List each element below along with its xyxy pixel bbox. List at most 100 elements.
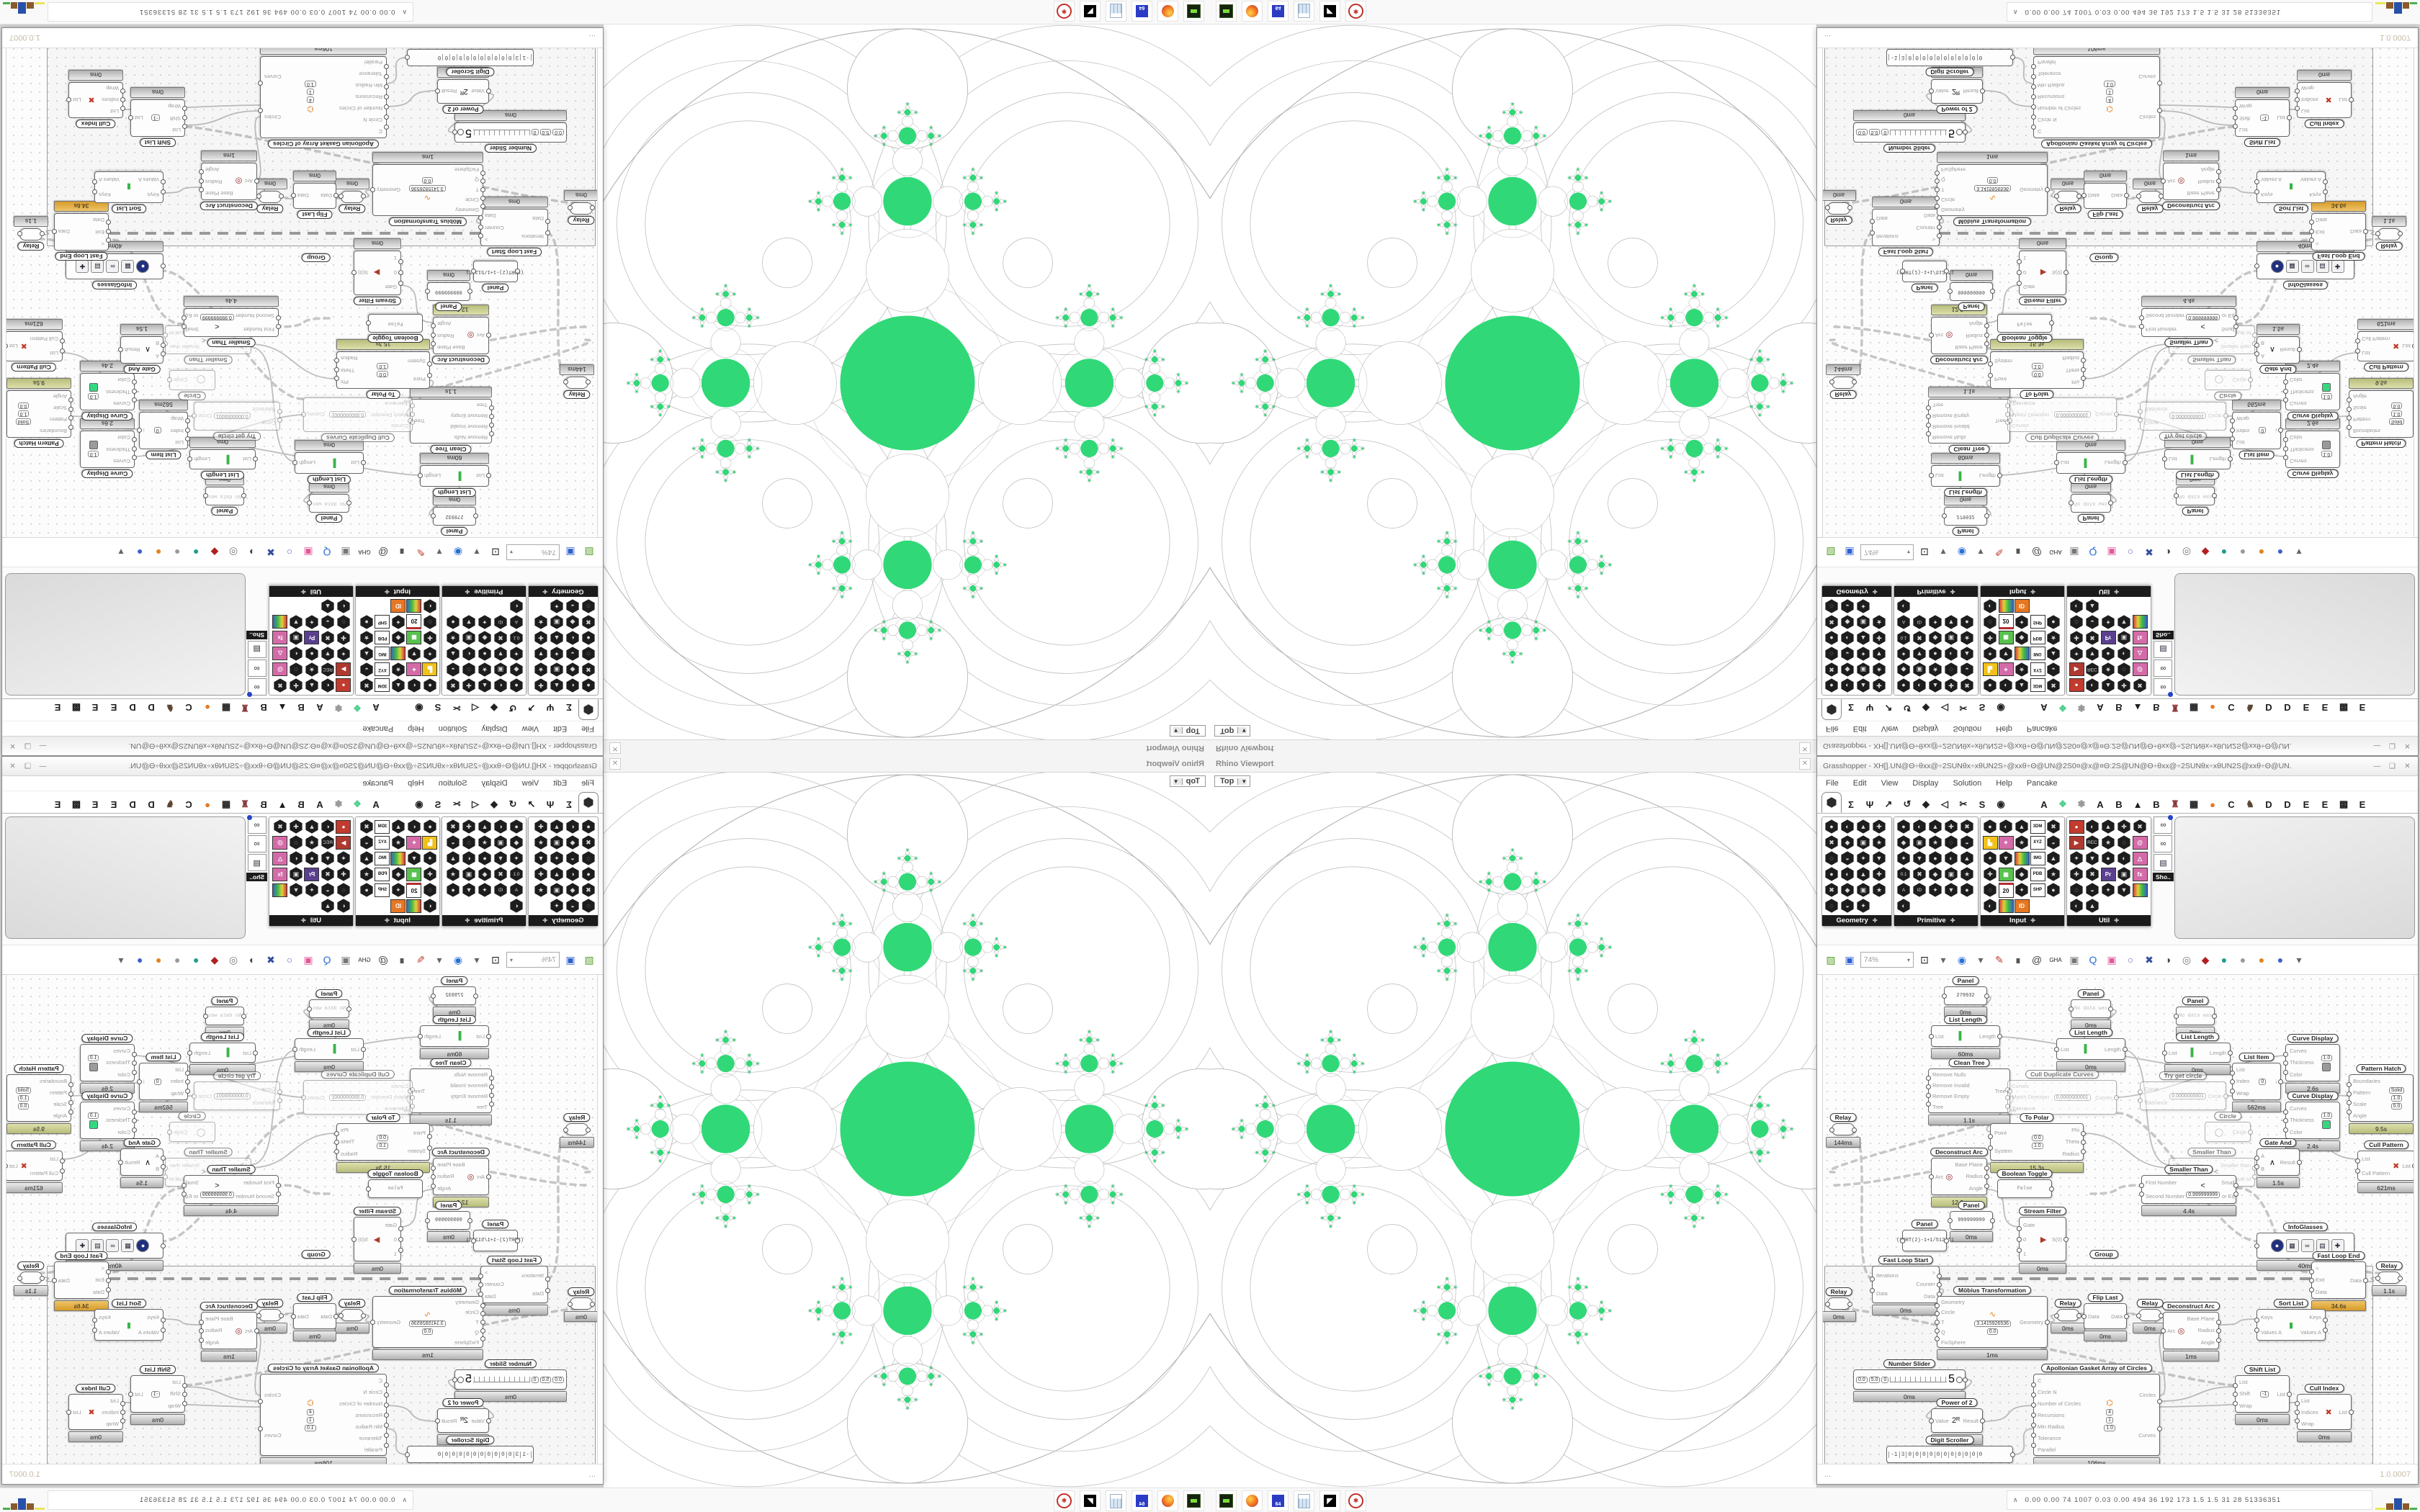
param-icon[interactable]: ✦ (406, 662, 422, 678)
param-icon[interactable]: ✚ (1871, 630, 1887, 646)
node-body[interactable]: No data was (203, 487, 246, 505)
param-icon[interactable]: ◆ (1839, 662, 1855, 678)
port-in[interactable] (2174, 493, 2179, 498)
node-body[interactable]: List Index Wrap 0 i (2230, 412, 2283, 449)
param-icon[interactable]: ▼ (1912, 646, 1927, 662)
node-body[interactable]: Curves Thickness Color 1.0 (80, 431, 137, 468)
port-out[interactable] (17, 231, 22, 237)
color-swatch[interactable] (89, 441, 98, 450)
param-icon[interactable]: ✦ (390, 614, 406, 630)
gh-node-curve-display[interactable]: Curve Display Curves Thickness Color 1.0 2.4s (2283, 361, 2340, 420)
port-in[interactable] (2233, 1392, 2238, 1397)
param-icon[interactable]: ▼ (406, 850, 422, 866)
board-icon[interactable]: ▤ (247, 854, 266, 871)
node-body[interactable]: 279932 (431, 986, 478, 1005)
node-body[interactable]: No data was (2069, 999, 2113, 1018)
node-body[interactable]: Remove Nulls Remove Invalid Remove Empty Tr… (408, 1068, 494, 1113)
param-icon[interactable]: ◌ (2069, 614, 2084, 630)
gh-node-list-item[interactable]: List Item List Index Wrap 0 i 562ms (2230, 1053, 2283, 1112)
param-icon[interactable]: ✖ (1912, 866, 1927, 882)
node-body[interactable]: 999999999 (1948, 282, 1995, 301)
plugin-tab-3[interactable]: A (316, 702, 323, 714)
taskbar-app-black-fox-app[interactable]: ◤ (1319, 1490, 1340, 1511)
gh-node-apollonian-gasket-array-of-circles[interactable]: Apollonian Gasket Array of Circles C Circl… (2031, 47, 2162, 148)
tray-chevron-icon[interactable]: ∧ (402, 9, 407, 16)
relay-body[interactable] (339, 191, 366, 203)
port-out[interactable] (478, 1273, 483, 1279)
gh-node-panel[interactable]: Panel 279932 0ms (1942, 495, 1989, 536)
gh-node-digit-scroller[interactable]: Digit Scroller-13000000000000ms (1886, 47, 2015, 76)
port-out[interactable] (199, 1319, 204, 1325)
value-box[interactable]: 0.0 (1986, 177, 1999, 184)
port-in[interactable] (2230, 428, 2235, 433)
param-icon[interactable]: ▣ (1855, 882, 1871, 898)
port-in[interactable] (427, 1133, 432, 1139)
rhino-viewport-canvas[interactable]: Top ▼ (604, 24, 1210, 739)
gh-node-relay[interactable]: Relay 144ms (1826, 364, 1860, 399)
param-icon[interactable]: ◆ (1896, 662, 1912, 678)
port-in[interactable] (161, 1318, 166, 1323)
rhino-viewport-canvas[interactable]: Top ▼ (604, 773, 1210, 1488)
gh-node-cull-pattern[interactable]: Cull Pattern List Cull Pattern ✖ List 621ms (6, 1140, 65, 1193)
port-out[interactable] (1997, 473, 2002, 478)
value-box[interactable]: 0 (2259, 1078, 2267, 1085)
gh-node-smaller-than[interactable]: Smaller Than First Number Second Number <0.… (182, 296, 281, 347)
gh-node-curve-display[interactable]: Curve Display Curves Thickness Color 1.0 2.6s (2283, 1034, 2340, 1094)
port-out[interactable] (118, 1160, 123, 1165)
board-icon[interactable]: ▤ (2154, 641, 2173, 658)
panel-label-primitive[interactable]: Primitive ✚ (1894, 586, 1978, 597)
port-in[interactable] (2283, 1061, 2288, 1066)
taskbar-app-calculator[interactable] (1294, 1490, 1314, 1511)
port-out[interactable] (2223, 413, 2228, 418)
param-icon[interactable]: ID (390, 898, 406, 914)
node-body[interactable]: List ▌ Length (292, 1038, 366, 1060)
port-in[interactable] (254, 179, 259, 184)
port-out[interactable] (1990, 289, 1995, 294)
node-body[interactable]: C Circle N Number of Circles Recursions Min … (258, 56, 389, 138)
menu-view[interactable]: View (521, 779, 539, 788)
param-icon[interactable]: ◆ (390, 630, 406, 646)
param-icon[interactable]: ★ (2100, 662, 2116, 678)
param-icon[interactable] (272, 614, 288, 630)
gh-node-gate-and[interactable]: Gate And A B ∧ Result 1.5s (2254, 324, 2302, 374)
param-icon[interactable]: fx (272, 866, 288, 882)
param-icon[interactable]: ✖ (445, 819, 461, 834)
plugin-tab-17[interactable]: E (2359, 798, 2366, 810)
panel-label-geometry[interactable]: Geometry ✚ (529, 915, 598, 926)
finder-icon[interactable]: Q (2089, 954, 2097, 966)
tab-transform[interactable]: S (434, 798, 442, 810)
param-icon[interactable]: ◌ (288, 662, 304, 678)
param-icon[interactable]: SHP (375, 614, 390, 630)
param-icon[interactable]: ▦ (406, 866, 422, 882)
param-icon[interactable]: REC (320, 662, 336, 678)
dropdown-icon[interactable]: ▾ (118, 953, 124, 966)
param-icon[interactable]: ◐ (288, 850, 304, 866)
param-icon[interactable]: 3DM (375, 819, 390, 834)
port-out[interactable] (163, 332, 168, 338)
plugin-tab-15[interactable]: E (91, 702, 99, 714)
gh-node-clean-tree[interactable]: Clean Tree Remove Nulls Remove Invalid Remo… (408, 387, 494, 454)
port-out[interactable] (2045, 187, 2050, 192)
node-body[interactable]: List ▌ Length (1929, 465, 2002, 487)
port-out[interactable] (128, 1392, 133, 1397)
plugin-tab-5[interactable]: ▲ (277, 798, 287, 810)
port-in[interactable] (2138, 1089, 2143, 1094)
param-icon[interactable]: ◒ (320, 614, 336, 630)
value-box[interactable]: 0.0 (2031, 1135, 2043, 1141)
port-in[interactable] (120, 1401, 125, 1406)
param-icon[interactable]: Pr (2100, 630, 2116, 646)
node-body[interactable]: No data was (2069, 494, 2113, 513)
taskbar-app-firefox[interactable] (1157, 1490, 1178, 1511)
port-out[interactable] (301, 1095, 306, 1100)
gh-node-sort-list[interactable]: Sort List Keys Values A ▮ Keys Values A (92, 171, 166, 213)
port-out[interactable] (1997, 1034, 2002, 1039)
port-out[interactable] (1984, 1183, 1989, 1189)
ball-blue-icon[interactable]: ● (136, 546, 143, 558)
port-in[interactable] (2254, 1318, 2259, 1323)
gh-node-to-polar[interactable]: To Polar Point System 0.0 1.0 Phi Theta Radius 1… (334, 339, 432, 399)
param-icon[interactable] (2132, 882, 2148, 898)
plugin-tab-17[interactable]: E (2359, 702, 2366, 714)
